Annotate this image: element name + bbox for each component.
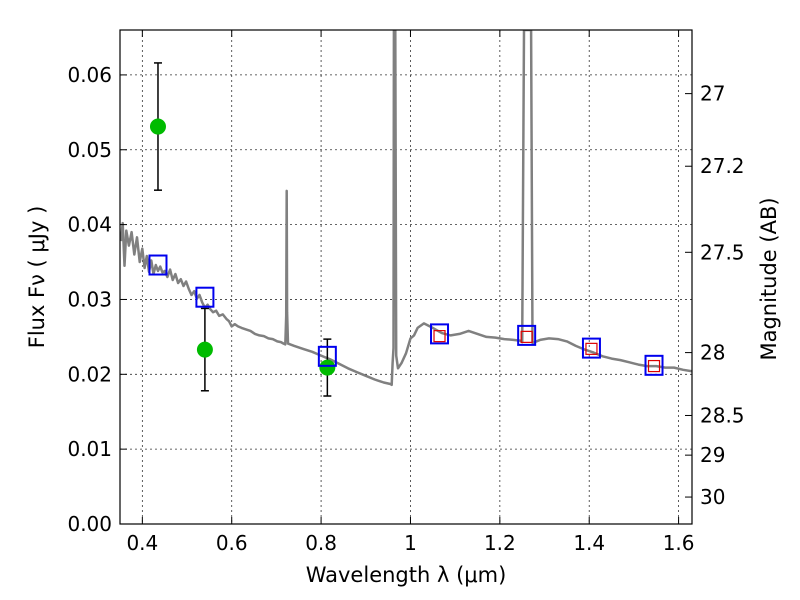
red-box-marker (433, 330, 446, 343)
y2-tick-label: 28.5 (700, 403, 745, 427)
synthetic-photometry-box (581, 337, 601, 359)
axes: 0.4 0.6 0.8 1 1.2 1.4 1.6 0.00 0.01 0.02 0.03 0.04 0… (67, 30, 745, 555)
synthetic-photometry-box (430, 323, 450, 345)
observed-point (196, 341, 213, 358)
y2-tick-label: 27 (700, 82, 725, 106)
x-tick-label: 1 (404, 531, 417, 555)
grid-lines (120, 30, 692, 525)
synthetic-photometry-box (148, 254, 168, 276)
x-axis-label: Wavelength λ (μm) (306, 563, 507, 587)
x-tick-label: 1.6 (663, 531, 695, 555)
y-tick-label: 0.01 (67, 437, 112, 461)
y-tick-label: 0.04 (67, 213, 112, 237)
x-tick-label: 0.8 (305, 531, 337, 555)
red-box-marker (585, 342, 598, 355)
red-box-marker (520, 330, 533, 343)
y-tick-label: 0.03 (67, 287, 112, 311)
y2-tick-label: 28 (700, 341, 725, 365)
observed-point (149, 118, 166, 135)
model-spectrum-line (120, 30, 692, 387)
plot-area (120, 30, 692, 397)
synthetic-photometry-box (195, 286, 215, 308)
observed-point (319, 359, 336, 376)
y-tick-label: 0.00 (67, 512, 112, 536)
x-tick-label: 1.4 (573, 531, 605, 555)
x-tick-label: 1.2 (484, 531, 516, 555)
synthetic-photometry-box (644, 354, 664, 376)
y2-axis-label: Magnitude (AB) (757, 197, 781, 360)
y2-tick-label: 27.2 (700, 154, 745, 178)
y-axis-label: Flux Fν ( μJy ) (25, 206, 49, 349)
x-tick-label: 0.4 (126, 531, 158, 555)
y-tick-label: 0.06 (67, 63, 112, 87)
y-tick-label: 0.02 (67, 362, 112, 386)
y2-tick-label: 27.5 (700, 240, 745, 264)
red-box-marker (647, 359, 661, 373)
x-tick-label: 0.6 (216, 531, 248, 555)
y-tick-label: 0.05 (67, 138, 112, 162)
synthetic-photometry-box (517, 324, 537, 346)
y2-tick-label: 29 (700, 443, 725, 467)
plot-frame (119, 29, 693, 525)
y2-tick-label: 30 (700, 485, 725, 509)
synthetic-photometry-box (317, 345, 337, 367)
